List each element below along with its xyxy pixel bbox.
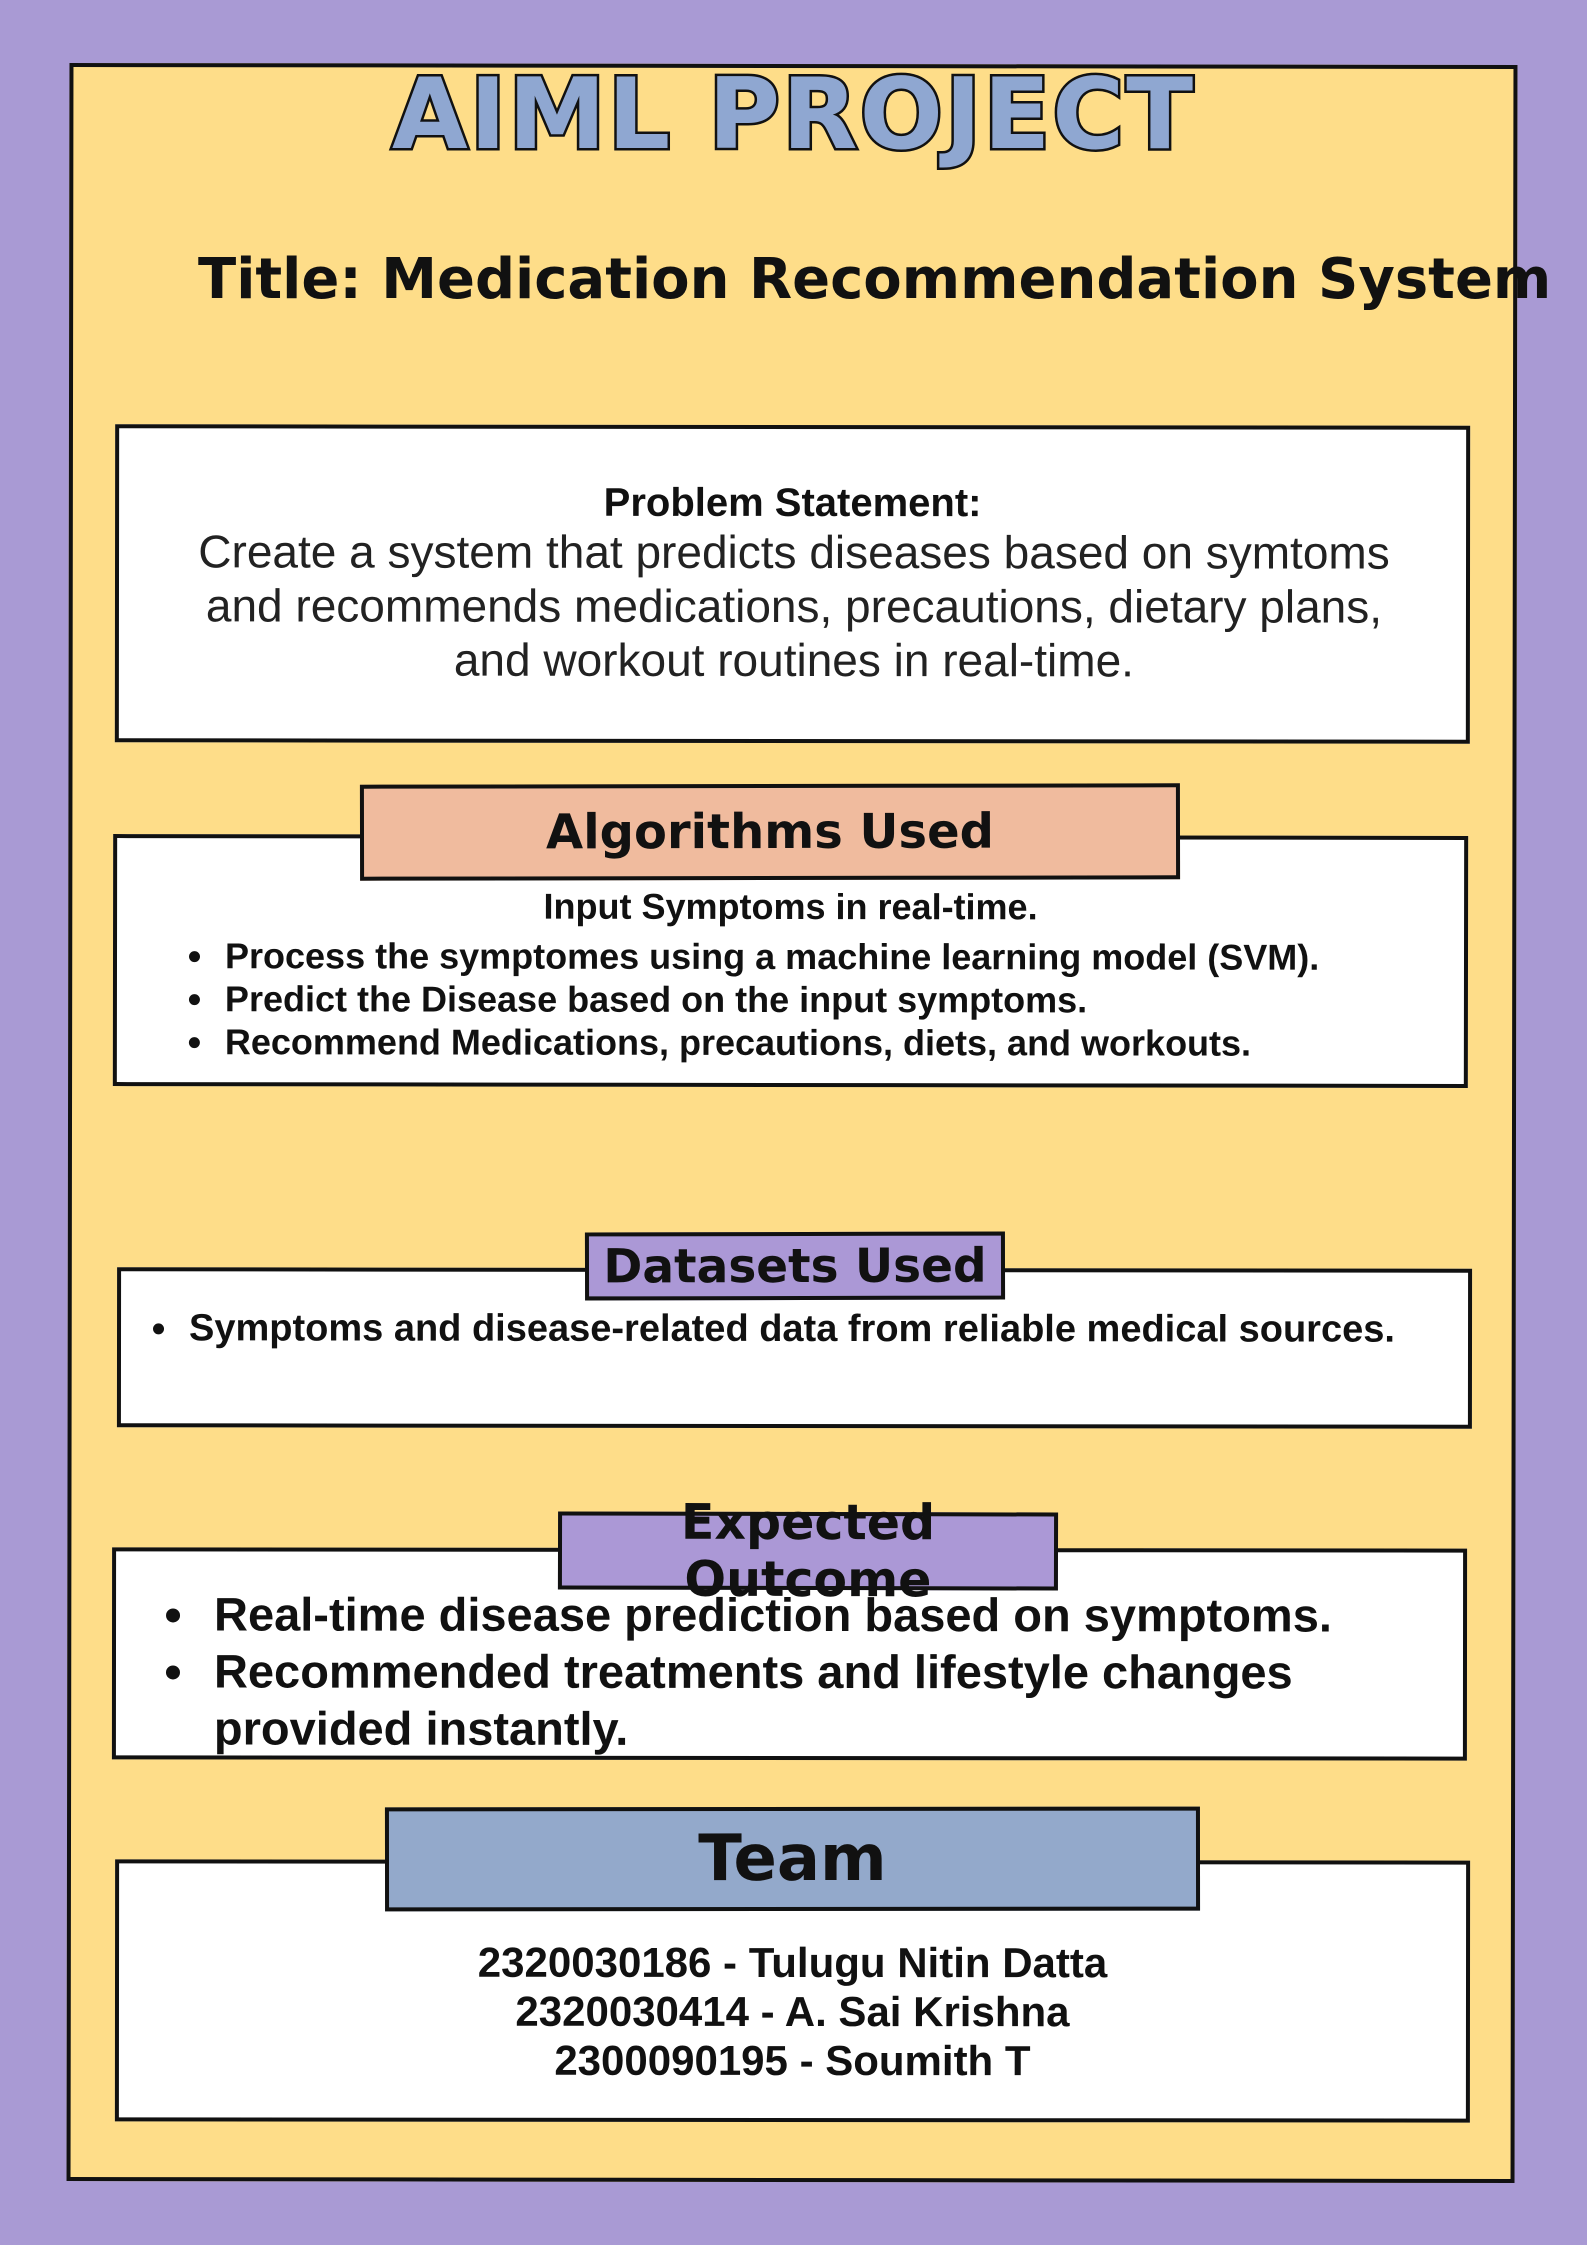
- expected-outcome-label: Expected Outcome: [557, 1494, 1059, 1608]
- expected-outcome-list: Real-time disease prediction based on sy…: [164, 1585, 1454, 1757]
- dataset-item: Symptoms and disease-related data from r…: [151, 1305, 1441, 1353]
- algorithm-item: Predict the Disease based on the input s…: [187, 977, 1457, 1022]
- poster-title: Title: Medication Recommendation System: [198, 247, 1552, 312]
- datasets-list: Symptoms and disease-related data from r…: [151, 1305, 1441, 1353]
- problem-statement-text: Create a system that predicts diseases b…: [198, 525, 1390, 687]
- algorithms-label: Algorithms Used: [359, 783, 1181, 881]
- algorithm-item: Recommend Medications, precautions, diet…: [187, 1020, 1457, 1065]
- algorithms-list: Process the symptomes using a machine le…: [187, 934, 1457, 1065]
- team-member: 2320030186 - Tulugu Nitin Datta: [477, 1938, 1108, 1987]
- team-member: 2300090195 - Soumith T: [554, 2036, 1031, 2085]
- problem-statement-card: Problem Statement: Create a system that …: [114, 424, 1471, 744]
- problem-statement-heading: Problem Statement:: [603, 480, 982, 526]
- team-member-list: 2320030186 - Tulugu Nitin Datta 23200304…: [119, 1937, 1466, 2085]
- datasets-label: Datasets Used: [584, 1231, 1006, 1301]
- team-label: Team: [384, 1806, 1201, 1912]
- algorithms-intro: Input Symptoms in real-time.: [543, 885, 1038, 928]
- algorithm-item: Process the symptomes using a machine le…: [187, 934, 1457, 979]
- team-member: 2320030414 - A. Sai Krishna: [515, 1987, 1070, 2036]
- outcome-item: Recommended treatments and lifestyle cha…: [164, 1642, 1454, 1757]
- project-title: AIML PROJECT: [389, 58, 1196, 172]
